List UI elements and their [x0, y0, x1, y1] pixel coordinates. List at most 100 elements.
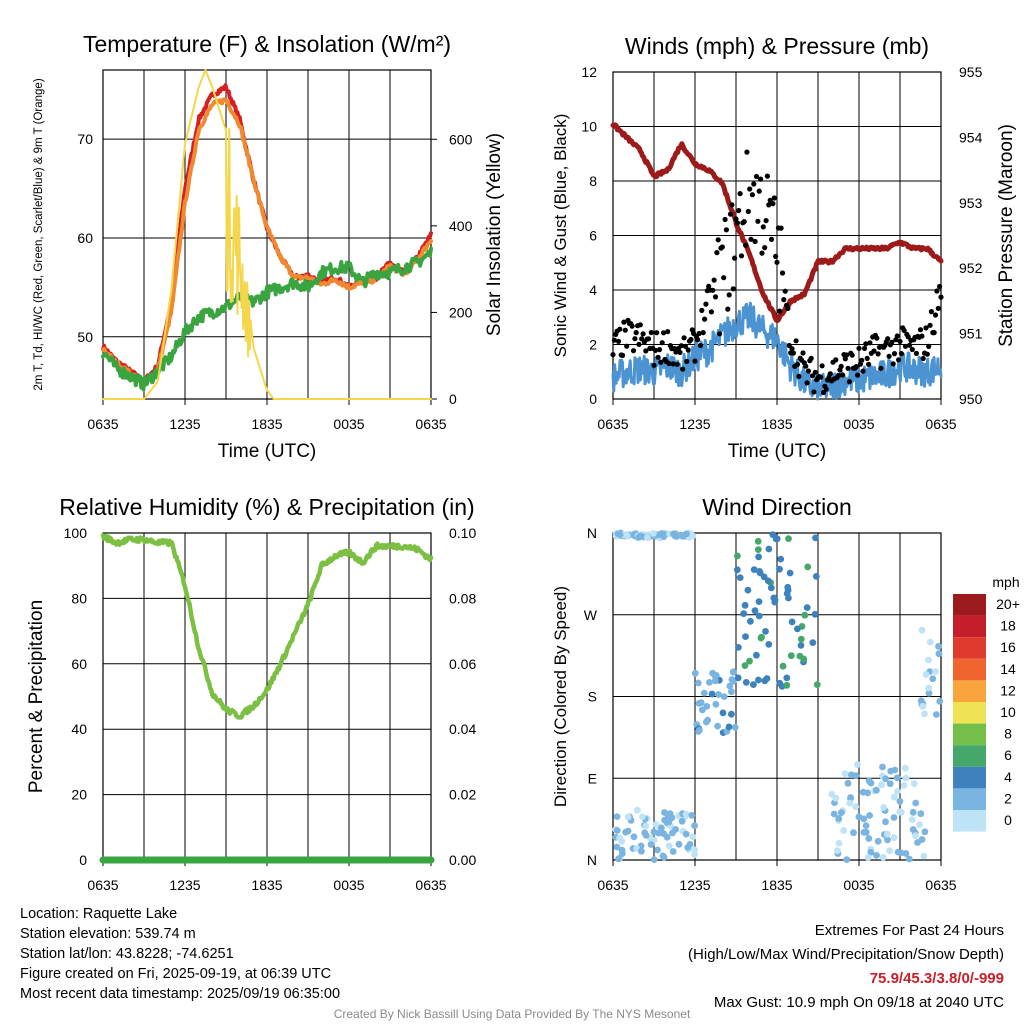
x-tick-label: 0635: [415, 416, 446, 432]
gust-point: [681, 335, 687, 341]
extremes-title: Extremes For Past 24 Hours: [814, 922, 1004, 939]
gust-point: [688, 336, 694, 343]
direction-point: [751, 607, 759, 615]
y2-tick-label: 0.00: [449, 852, 476, 868]
x-tick-label: 1835: [251, 877, 282, 893]
gust-point: [719, 244, 725, 250]
gust-point: [774, 259, 780, 265]
direction-point: [630, 833, 638, 841]
legend-label: 16: [1000, 639, 1016, 655]
direction-point: [803, 604, 811, 611]
gust-point: [768, 236, 775, 242]
y-tick-label: 2: [589, 337, 597, 353]
gust-point: [674, 361, 680, 367]
direction-point: [914, 839, 921, 846]
gust-point: [812, 369, 818, 375]
gust-point: [867, 340, 873, 346]
direction-point: [809, 639, 817, 646]
gust-point: [695, 337, 701, 343]
direction-point: [896, 808, 904, 816]
legend-swatch: [953, 788, 986, 810]
direction-point: [754, 537, 762, 545]
gust-point: [833, 357, 839, 363]
direction-point: [813, 681, 821, 688]
recent-data-text: Most recent data timestamp: 2025/09/19 0…: [20, 986, 341, 1002]
legend-swatch: [953, 680, 986, 702]
direction-point: [854, 761, 861, 768]
direction-point: [683, 530, 690, 538]
gust-point: [790, 350, 797, 356]
direction-point: [715, 691, 722, 698]
y2-tick-label: 600: [449, 131, 473, 147]
legend-swatch: [953, 615, 986, 638]
direction-point: [746, 657, 753, 665]
gust-point: [902, 343, 909, 349]
gust-point: [764, 173, 771, 179]
gust-point: [794, 361, 801, 367]
direction-point: [783, 681, 791, 689]
direction-point: [624, 813, 632, 821]
legend-label: 4: [1004, 769, 1012, 785]
direction-point: [879, 763, 886, 771]
gust-point: [621, 319, 627, 325]
direction-point: [786, 569, 794, 577]
direction-point: [720, 693, 728, 700]
direction-point: [638, 847, 645, 855]
direction-point: [902, 774, 910, 782]
direction-point: [694, 679, 702, 687]
direction-point: [643, 534, 651, 541]
gust-point: [773, 253, 779, 259]
direction-point: [921, 710, 928, 718]
created-text: Figure created on Fri, 2025-09-19, at 06…: [20, 966, 332, 982]
direction-point: [689, 833, 697, 841]
y-tick-label: N: [587, 525, 597, 541]
gust-point: [819, 363, 825, 369]
gust-point: [859, 357, 865, 363]
direction-point: [884, 830, 891, 838]
gust-point: [645, 336, 652, 342]
direction-point: [634, 806, 641, 814]
max-gust-text: Max Gust: 10.9 mph On 09/18 at 2040 UTC: [713, 994, 1004, 1011]
gust-point: [725, 306, 731, 312]
gust-point: [684, 358, 690, 364]
direction-point: [866, 812, 873, 819]
direction-point: [684, 844, 692, 851]
direction-point: [650, 856, 658, 863]
gust-point: [723, 227, 730, 233]
gust-point: [717, 331, 723, 337]
direction-point: [834, 847, 841, 855]
legend-title: mph: [992, 574, 1019, 590]
direction-point: [728, 710, 735, 718]
direction-point: [882, 775, 889, 783]
gust-point: [866, 361, 872, 367]
direction-point: [859, 788, 867, 796]
direction-point: [647, 841, 655, 848]
gust-point: [734, 220, 741, 226]
y-tick-label: N: [587, 852, 597, 868]
direction-point: [785, 594, 792, 602]
direction-point: [618, 850, 626, 857]
gust-point: [889, 339, 895, 345]
gust-point: [624, 343, 630, 349]
latlon-text: Station lat/lon: 43.8228; -74.6251: [20, 946, 234, 962]
series-line-wind: [611, 301, 943, 401]
direction-point: [660, 533, 668, 540]
direction-point: [771, 596, 779, 603]
gust-point: [632, 336, 638, 342]
gust-point: [747, 186, 753, 192]
x-tick-label: 0035: [843, 416, 874, 432]
direction-point: [884, 836, 891, 844]
gust-point: [789, 346, 795, 352]
direction-point: [873, 786, 880, 794]
gust-point: [901, 327, 907, 333]
y2-tick-label: 0.04: [449, 721, 476, 737]
direction-point: [750, 681, 757, 688]
direction-point: [755, 676, 762, 684]
direction-point: [663, 833, 671, 841]
credit-text: Created By Nick Bassill Using Data Provi…: [333, 1007, 691, 1021]
legend-swatch: [953, 810, 986, 832]
direction-point: [910, 780, 918, 787]
gust-point: [886, 353, 892, 359]
gust-point: [905, 334, 911, 340]
direction-point: [735, 644, 742, 651]
